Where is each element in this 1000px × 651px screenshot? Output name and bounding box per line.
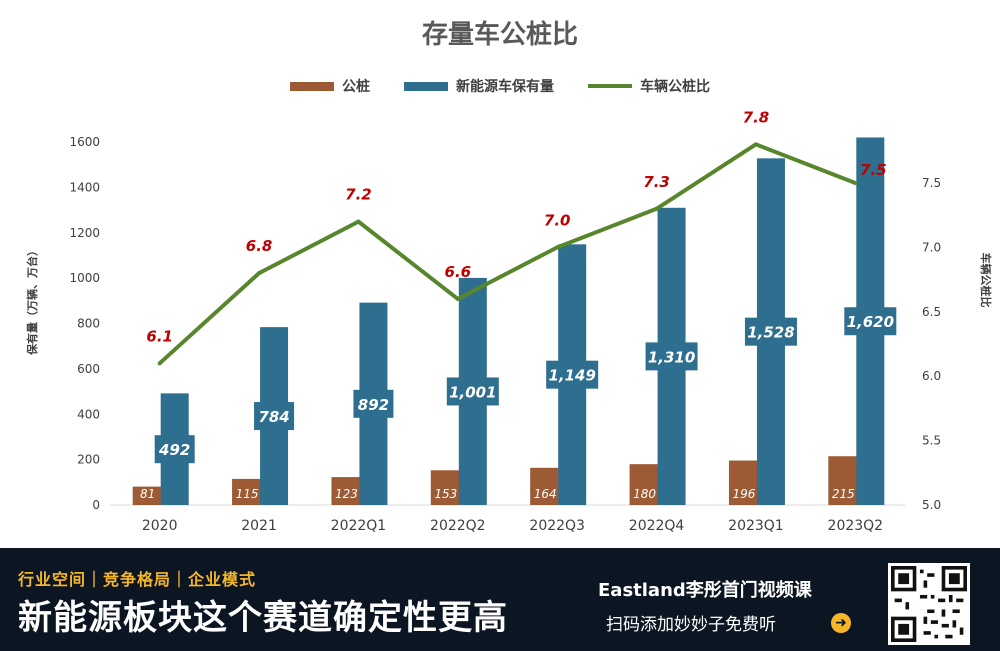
- course-title: Eastland李彤首门视频课: [598, 580, 812, 601]
- data-label-box-ev-stock: [154, 435, 195, 464]
- y2-tick-label: 5.0: [922, 498, 941, 512]
- chart-title: 存量车公桩比: [421, 20, 578, 50]
- data-label-public-pile: 215: [832, 487, 855, 501]
- banner-headline: 新能源板块这个赛道确定性更高: [18, 598, 508, 638]
- course-subtitle[interactable]: 扫码添加妙妙子免费听: [606, 615, 776, 635]
- y-axis-title: 保有量（万辆、万台）: [25, 245, 39, 356]
- data-label-public-pile: 123: [335, 487, 358, 501]
- legend-label-public-pile: 公桩: [342, 79, 370, 95]
- data-label-ev-stock: 784: [258, 408, 289, 426]
- legend-swatch-ev-stock: [404, 81, 448, 91]
- bar-public-pile: [828, 456, 859, 505]
- data-label-box-ev-stock: [446, 377, 499, 406]
- banner-tags: 行业空间｜竞争格局｜企业模式: [18, 570, 257, 589]
- legend-item-ratio: 车辆公桩比: [588, 76, 710, 96]
- data-label-ev-stock: 492: [158, 441, 190, 459]
- data-label-public-pile: 153: [434, 487, 457, 501]
- data-label-ratio: 7.0: [544, 211, 571, 229]
- data-label-ratio: 6.8: [246, 237, 273, 255]
- bar-public-pile: [629, 464, 660, 505]
- qr-code-icon[interactable]: [888, 563, 970, 645]
- data-label-ratio: 7.3: [643, 173, 670, 191]
- data-label-ev-stock: 1,149: [548, 367, 595, 385]
- data-label-box-ev-stock: [254, 402, 295, 431]
- point-ratio: [753, 142, 758, 147]
- legend-label-ev-stock: 新能源车保有量: [456, 79, 554, 95]
- data-label-ratio: 7.8: [743, 108, 770, 126]
- data-label-ratio: 6.1: [146, 327, 173, 345]
- chart-plot: 0 200 400 600 800 1000 1200 1400 1600 5.0 5.5 6.0 6.…: [25, 108, 993, 534]
- data-label-box-ev-stock: [353, 389, 394, 418]
- bar-public-pile: [530, 467, 561, 505]
- point-ratio: [555, 245, 560, 250]
- bar-public-pile: [232, 478, 263, 505]
- data-label-ev-stock: 892: [358, 396, 389, 414]
- y-tick-label: 600: [77, 362, 100, 376]
- chart-legend: 公桩 新能源车保有量 车辆公桩比: [0, 76, 1000, 96]
- bar-public-pile: [132, 486, 163, 505]
- data-label-public-pile: 180: [633, 487, 656, 501]
- x-tick-label: 2023Q1: [728, 518, 784, 534]
- point-ratio: [257, 271, 262, 276]
- data-label-ev-stock: 1,001: [449, 383, 496, 401]
- y-tick-label: 1400: [69, 180, 100, 194]
- y2-tick-label: 6.0: [922, 369, 941, 383]
- data-label-box-ev-stock: [645, 342, 698, 371]
- chart-area: 存量车公桩比 公桩 新能源车保有量 车辆公桩比 0 200 400 600 800 100…: [0, 20, 1000, 534]
- bar-public-pile: [331, 477, 362, 505]
- legend-item-public-pile: 公桩: [290, 76, 370, 96]
- bar-public-pile: [728, 460, 759, 505]
- x-tick-label: 2023Q2: [828, 518, 884, 534]
- y2-tick-label: 6.5: [922, 305, 941, 319]
- data-label-ratio: 6.6: [445, 263, 472, 281]
- point-ratio: [157, 361, 162, 366]
- x-tick-label: 2022Q2: [430, 518, 486, 534]
- y-tick-label: 1600: [69, 135, 100, 149]
- y2-tick-label: 5.5: [922, 434, 941, 448]
- x-tick-label: 2020: [142, 518, 178, 534]
- data-label-public-pile: 196: [732, 487, 755, 501]
- y2-tick-label: 7.0: [922, 240, 941, 254]
- x-tick-label: 2022Q3: [529, 518, 585, 534]
- data-label-ratio: 7.5: [860, 161, 887, 179]
- arrow-right-circle-icon[interactable]: ➜: [831, 613, 851, 633]
- legend-swatch-public-pile: [290, 81, 334, 91]
- point-ratio: [356, 219, 361, 224]
- legend-label-ratio: 车辆公桩比: [640, 79, 710, 95]
- data-label-box-ev-stock: [744, 317, 797, 346]
- y-tick-label: 1200: [69, 226, 100, 240]
- x-tick-label: 2022Q1: [331, 518, 387, 534]
- qr-code-graphic: [891, 566, 967, 642]
- point-ratio: [455, 296, 460, 301]
- y-tick-label: 1000: [69, 271, 100, 285]
- point-ratio: [853, 181, 858, 185]
- y-tick-label: 800: [77, 317, 100, 331]
- y2-axis-title: 车辆公桩比: [979, 253, 993, 308]
- y-tick-label: 200: [77, 453, 100, 467]
- legend-swatch-ratio: [588, 84, 632, 88]
- x-tick-label: 2021: [241, 518, 277, 534]
- legend-item-ev-stock: 新能源车保有量: [404, 76, 554, 96]
- promo-banner: [0, 548, 1000, 651]
- bar-public-pile: [430, 470, 461, 505]
- y2-tick-label: 7.5: [922, 176, 941, 190]
- data-label-box-ev-stock: [844, 307, 897, 336]
- data-label-ratio: 7.2: [345, 186, 372, 204]
- x-tick-label: 2022Q4: [629, 518, 685, 534]
- data-label-public-pile: 115: [236, 487, 259, 501]
- point-ratio: [654, 206, 659, 211]
- data-label-box-ev-stock: [546, 360, 599, 389]
- line-ratio: [158, 142, 857, 365]
- data-label-ev-stock: 1,528: [747, 324, 794, 342]
- data-label-public-pile: 164: [534, 487, 557, 501]
- data-label-ev-stock: 1,620: [847, 313, 894, 331]
- data-label-ev-stock: 1,310: [648, 348, 695, 366]
- data-label-public-pile: 81: [140, 487, 155, 501]
- y-tick-label: 0: [92, 498, 100, 512]
- y-tick-label: 400: [77, 407, 100, 421]
